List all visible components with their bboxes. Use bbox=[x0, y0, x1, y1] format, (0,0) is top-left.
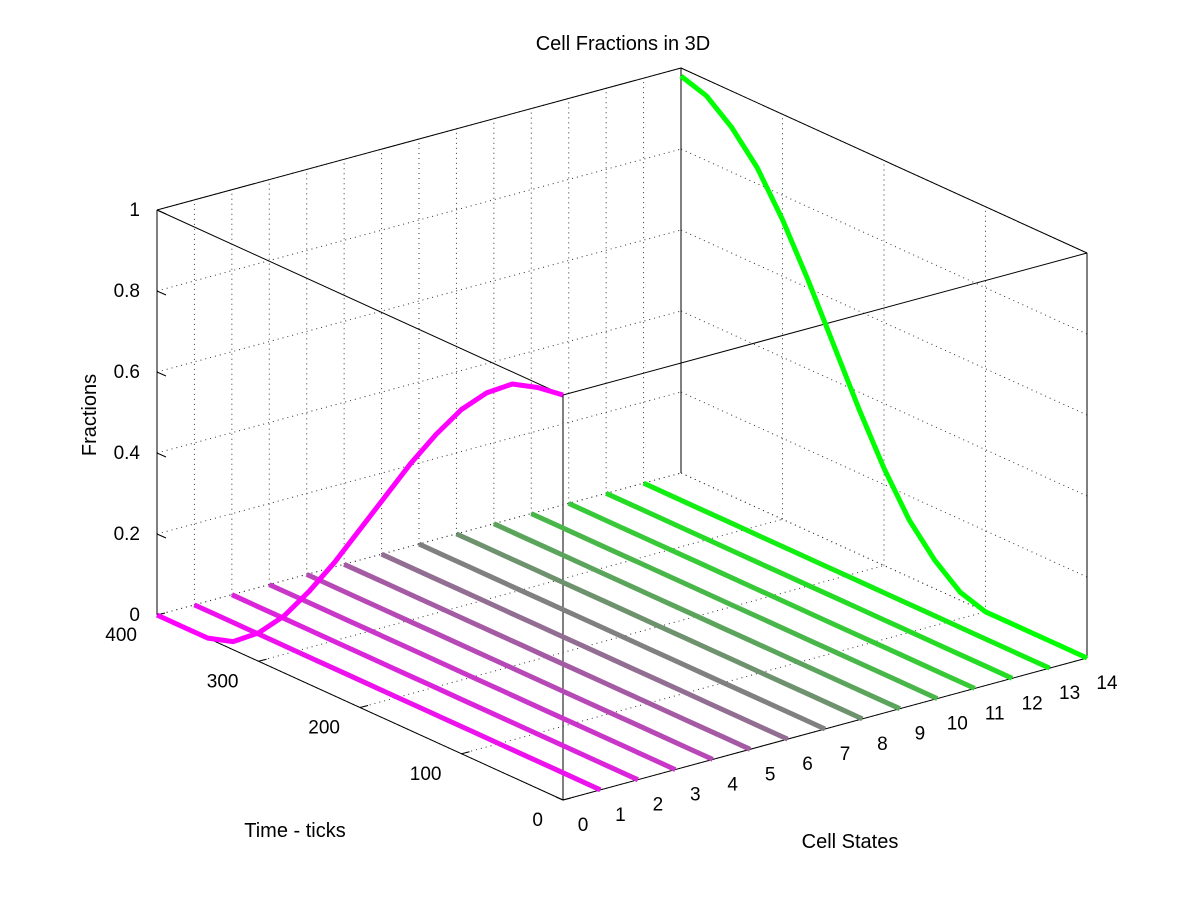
z-tick-mark bbox=[156, 209, 167, 215]
y-axis-label: Time - ticks bbox=[244, 820, 345, 842]
tick-layer: 0 1 2 3 4 5 6 7 8 9 10 11 12 13 14010020030040000.20.4… bbox=[105, 200, 1118, 836]
z-tick-label: 0.4 bbox=[114, 443, 141, 464]
x-tick-label: 2 bbox=[653, 795, 664, 816]
z-tick-mark bbox=[156, 371, 167, 377]
series-layer bbox=[155, 74, 1089, 793]
series-line-state-1 bbox=[193, 602, 602, 793]
series-line-state-14 bbox=[679, 74, 1089, 661]
series-line-state-4 bbox=[305, 572, 714, 762]
series-line-state-11 bbox=[567, 501, 976, 691]
series-line-state-12 bbox=[605, 491, 1014, 681]
z-axis-label: Fractions bbox=[79, 374, 101, 456]
x-tick-label: 3 bbox=[690, 785, 701, 806]
series-line-state-6 bbox=[380, 551, 789, 742]
box-edge bbox=[156, 67, 682, 211]
z-tick-mark bbox=[156, 533, 167, 539]
y-tick-mark bbox=[461, 751, 470, 755]
x-tick-label: 8 bbox=[877, 734, 888, 755]
x-tick-mark bbox=[555, 796, 564, 801]
gridline-t-floor bbox=[461, 611, 986, 755]
x-tick-label: 6 bbox=[802, 754, 813, 775]
x-tick-label: 11 bbox=[985, 703, 1005, 724]
z-tick-label: 0.2 bbox=[114, 524, 140, 545]
gridline-z-side bbox=[680, 148, 1088, 335]
x-tick-label: 12 bbox=[1022, 693, 1043, 714]
x-tick-label: 5 bbox=[765, 764, 776, 785]
x-tick-label: 0 bbox=[578, 815, 589, 836]
gridline-t-floor bbox=[359, 565, 885, 708]
gridline-z-back bbox=[156, 472, 682, 616]
y-tick-mark bbox=[562, 797, 572, 801]
x-tick-label: 13 bbox=[1059, 683, 1080, 704]
x-tick-label: 14 bbox=[1096, 673, 1118, 694]
z-tick-label: 1 bbox=[129, 200, 140, 221]
z-tick-label: 0.6 bbox=[114, 362, 140, 383]
x-tick-label: 1 bbox=[615, 805, 626, 826]
series-line-state-5 bbox=[343, 562, 752, 752]
box-edge bbox=[156, 209, 564, 396]
series-line-state-0 bbox=[155, 381, 564, 645]
z-tick-mark bbox=[156, 290, 167, 296]
y-tick-label: 100 bbox=[410, 764, 442, 785]
series-line-state-2 bbox=[230, 592, 639, 782]
gridline-z-side bbox=[680, 229, 1088, 416]
gridline-z-back bbox=[156, 310, 682, 454]
y-tick-label: 0 bbox=[532, 810, 543, 831]
y-tick-mark bbox=[258, 658, 267, 662]
gridline-z-back bbox=[156, 391, 682, 535]
gridline-z-back bbox=[156, 148, 682, 292]
chart-title: Cell Fractions in 3D bbox=[536, 33, 711, 55]
gridline-t-floor bbox=[258, 518, 783, 662]
z-tick-mark bbox=[156, 452, 167, 458]
x-tick-label: 9 bbox=[915, 724, 926, 745]
y-tick-label: 400 bbox=[105, 625, 137, 646]
x-tick-label: 10 bbox=[947, 714, 968, 735]
gridline-z-back bbox=[156, 229, 682, 373]
series-line-state-9 bbox=[492, 521, 901, 711]
y-tick-label: 300 bbox=[207, 671, 239, 692]
series-line-state-3 bbox=[268, 582, 677, 772]
z-tick-label: 0 bbox=[129, 605, 140, 626]
series-line-state-8 bbox=[455, 531, 864, 722]
z-tick-label: 0.8 bbox=[114, 281, 140, 302]
series-line-state-7 bbox=[417, 541, 827, 732]
x-tick-label: 7 bbox=[840, 744, 851, 765]
box-edge bbox=[680, 67, 1088, 254]
y-tick-label: 200 bbox=[308, 718, 340, 739]
x-tick-label: 4 bbox=[727, 774, 738, 795]
series-line-state-10 bbox=[530, 511, 939, 701]
series-line-state-13 bbox=[642, 480, 1051, 671]
x-axis-label: Cell States bbox=[802, 831, 899, 853]
y-tick-mark bbox=[359, 705, 369, 708]
